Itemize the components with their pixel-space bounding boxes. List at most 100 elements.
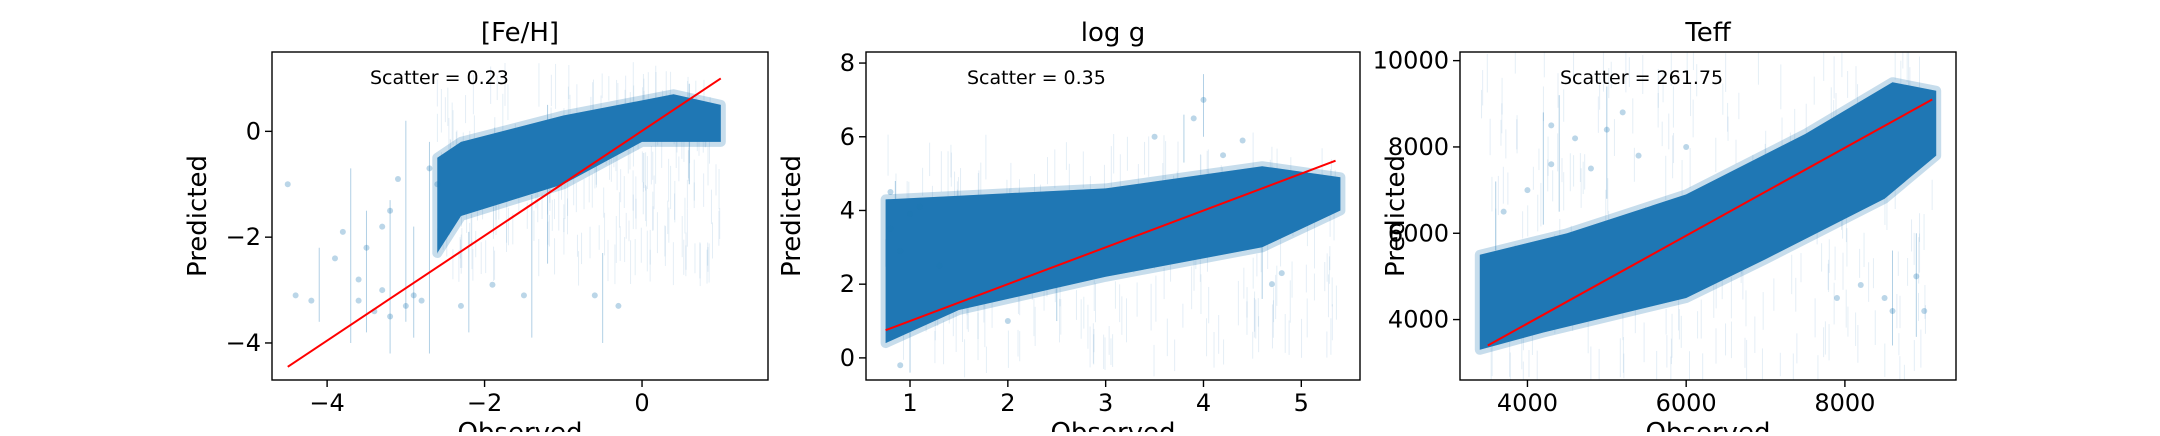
- y-tick: 4: [840, 196, 866, 224]
- data-point: [355, 297, 362, 304]
- data-point: [1619, 109, 1626, 116]
- x-tick: 2: [1000, 380, 1015, 417]
- data-point: [1548, 122, 1555, 129]
- y-tick-label: 6000: [1388, 219, 1449, 247]
- y-tick: 8000: [1388, 133, 1460, 161]
- data-point: [1881, 295, 1888, 301]
- y-tick: 2: [840, 270, 866, 298]
- x-tick-label: 6000: [1656, 389, 1717, 417]
- y-tick-label: −2: [226, 223, 261, 251]
- data-point: [1239, 137, 1246, 144]
- data-point: [936, 262, 943, 269]
- chart-title: log g: [1081, 18, 1145, 48]
- y-tick-label: −4: [226, 329, 261, 357]
- y-tick: −4: [226, 329, 272, 357]
- data-point: [379, 223, 386, 230]
- scatter-annotation: Scatter = 0.23: [370, 67, 509, 89]
- data-point: [1500, 208, 1507, 215]
- y-tick: 10000: [1373, 47, 1460, 75]
- x-tick-label: 5: [1294, 389, 1309, 417]
- data-point: [292, 292, 299, 299]
- data-point: [907, 211, 914, 218]
- x-tick-label: 0: [634, 389, 649, 417]
- x-tick-label: −4: [309, 389, 344, 417]
- y-axis-label: Predicted: [1381, 155, 1411, 277]
- y-tick: 4000: [1388, 306, 1460, 334]
- data-point: [1587, 165, 1594, 172]
- scatter-annotation: Scatter = 261.75: [1560, 67, 1723, 89]
- dense-point-cloud: [1479, 82, 1937, 350]
- x-tick: 4: [1196, 380, 1211, 417]
- y-tick-label: 4000: [1388, 306, 1449, 334]
- x-tick-label: 2: [1000, 389, 1015, 417]
- data-point: [1683, 143, 1690, 150]
- y-tick: 6000: [1388, 219, 1460, 247]
- x-tick: 1: [902, 380, 918, 417]
- data-point: [1278, 270, 1285, 277]
- x-tick-label: 4000: [1497, 389, 1558, 417]
- chart-title: [Fe/H]: [481, 18, 559, 48]
- x-axis-label: Observed: [1050, 418, 1175, 432]
- y-tick-label: 10000: [1373, 47, 1449, 75]
- data-point: [434, 181, 441, 188]
- data-point: [1190, 115, 1197, 122]
- data-point: [1603, 126, 1610, 133]
- data-point: [339, 228, 346, 235]
- data-point: [897, 248, 904, 255]
- data-point: [916, 203, 923, 210]
- chart-panel-0: −4 −2 0 −4 −2 0 [Fe/H] Observed Predicted Scatter…: [183, 18, 769, 436]
- x-tick-label: 8000: [1814, 389, 1875, 417]
- data-point: [615, 302, 622, 309]
- x-tick: 8000: [1814, 380, 1875, 417]
- plot-area: [284, 62, 726, 368]
- x-axis-label: Observed: [1645, 418, 1770, 432]
- y-tick: 8: [840, 49, 866, 77]
- data-point: [418, 297, 425, 304]
- x-tick: 3: [1098, 380, 1113, 417]
- data-point: [1268, 281, 1275, 288]
- x-tick: 4000: [1497, 380, 1558, 417]
- data-point: [520, 292, 527, 299]
- data-point: [1151, 133, 1158, 140]
- y-tick: 0: [840, 344, 866, 372]
- x-tick: 0: [634, 380, 650, 417]
- y-tick-label: 8: [840, 49, 855, 77]
- data-point: [355, 276, 362, 283]
- data-point: [387, 313, 394, 320]
- chart-title: Teff: [1684, 18, 1731, 48]
- y-tick: −2: [226, 223, 272, 251]
- scatter-annotation: Scatter = 0.35: [967, 67, 1106, 89]
- data-point: [1913, 273, 1920, 280]
- data-point: [1857, 282, 1864, 289]
- data-point: [379, 287, 386, 294]
- x-axis-label: Observed: [457, 418, 582, 432]
- reference-line: [1487, 98, 1933, 347]
- plot-area: [1474, 52, 1942, 380]
- data-point: [1572, 135, 1579, 142]
- data-point: [426, 165, 433, 172]
- data-point: [591, 292, 598, 299]
- x-tick-label: 3: [1098, 389, 1113, 417]
- dense-point-cloud: [885, 166, 1341, 344]
- data-point: [897, 362, 904, 369]
- data-point: [1921, 307, 1928, 314]
- data-point: [1889, 307, 1896, 314]
- x-tick-label: 4: [1196, 389, 1211, 417]
- data-point: [1548, 161, 1555, 168]
- y-tick-label: 0: [840, 344, 855, 372]
- data-point: [457, 302, 464, 309]
- data-point: [363, 244, 370, 251]
- y-axis-label: Predicted: [183, 155, 213, 277]
- x-tick: −4: [309, 380, 345, 417]
- data-point: [387, 207, 394, 214]
- data-point: [489, 281, 496, 288]
- chart-panel-1: 1 2 3 4 5 0 2 4 6 8 log g Observed Predicted Scatter …: [777, 18, 1361, 436]
- data-point: [331, 255, 338, 262]
- y-tick: 6: [840, 123, 866, 151]
- data-point: [1635, 152, 1642, 159]
- y-tick: 0: [246, 117, 272, 145]
- y-tick-label: 4: [840, 196, 855, 224]
- data-point: [1524, 187, 1531, 194]
- data-point: [1200, 96, 1207, 103]
